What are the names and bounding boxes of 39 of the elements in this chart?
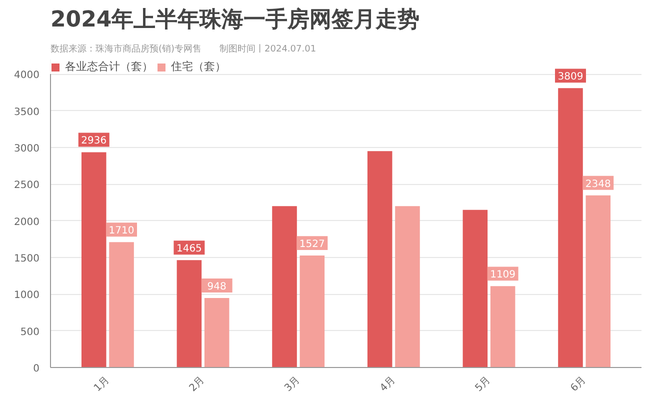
chart-title: 2024年上半年珠海一手房网签月走势 (50, 6, 420, 32)
y-tick-label: 4000 (14, 70, 40, 82)
y-tick-label: 0 (33, 364, 40, 374)
data-label: 1527 (299, 239, 325, 250)
y-tick-label: 3000 (14, 144, 40, 154)
y-tick-label: 2000 (14, 216, 40, 228)
bar (272, 206, 297, 368)
bar (176, 260, 202, 368)
bar (81, 152, 106, 368)
chart-subtitle: 数据来源：珠海市商品房预(销)专网售 制图时间丨2024.07.01 (50, 44, 316, 54)
data-label: 1710 (108, 226, 134, 237)
data-label: 1109 (490, 270, 516, 281)
bar (586, 195, 611, 368)
data-label: 2936 (81, 136, 107, 147)
bar (558, 88, 583, 368)
y-tick-label: 2500 (14, 180, 40, 192)
x-tick-label: 5月 (474, 374, 493, 394)
bar (367, 151, 392, 368)
data-label: 948 (207, 282, 226, 293)
bar (300, 256, 325, 368)
bar (490, 286, 516, 368)
bar (109, 242, 134, 368)
legend-label: 住宅（套） (171, 59, 226, 74)
x-tick-label: 3月 (282, 374, 302, 394)
data-label: 3809 (558, 72, 584, 83)
legend-label: 各业态合计（套） (65, 59, 153, 74)
bar (204, 298, 230, 368)
x-tick-label: 2月 (188, 374, 207, 394)
y-tick-label: 3500 (14, 106, 40, 118)
bar (395, 206, 420, 368)
data-label: 1465 (176, 244, 202, 255)
x-tick-label: 6月 (568, 374, 588, 394)
y-tick-label: 1500 (14, 254, 40, 264)
y-tick-label: 1000 (14, 290, 40, 302)
y-tick-label: 500 (20, 326, 40, 338)
x-tick-label: 1月 (92, 374, 112, 394)
x-tick-label: 4月 (378, 374, 398, 394)
bar (462, 210, 488, 368)
data-label: 2348 (585, 178, 611, 190)
